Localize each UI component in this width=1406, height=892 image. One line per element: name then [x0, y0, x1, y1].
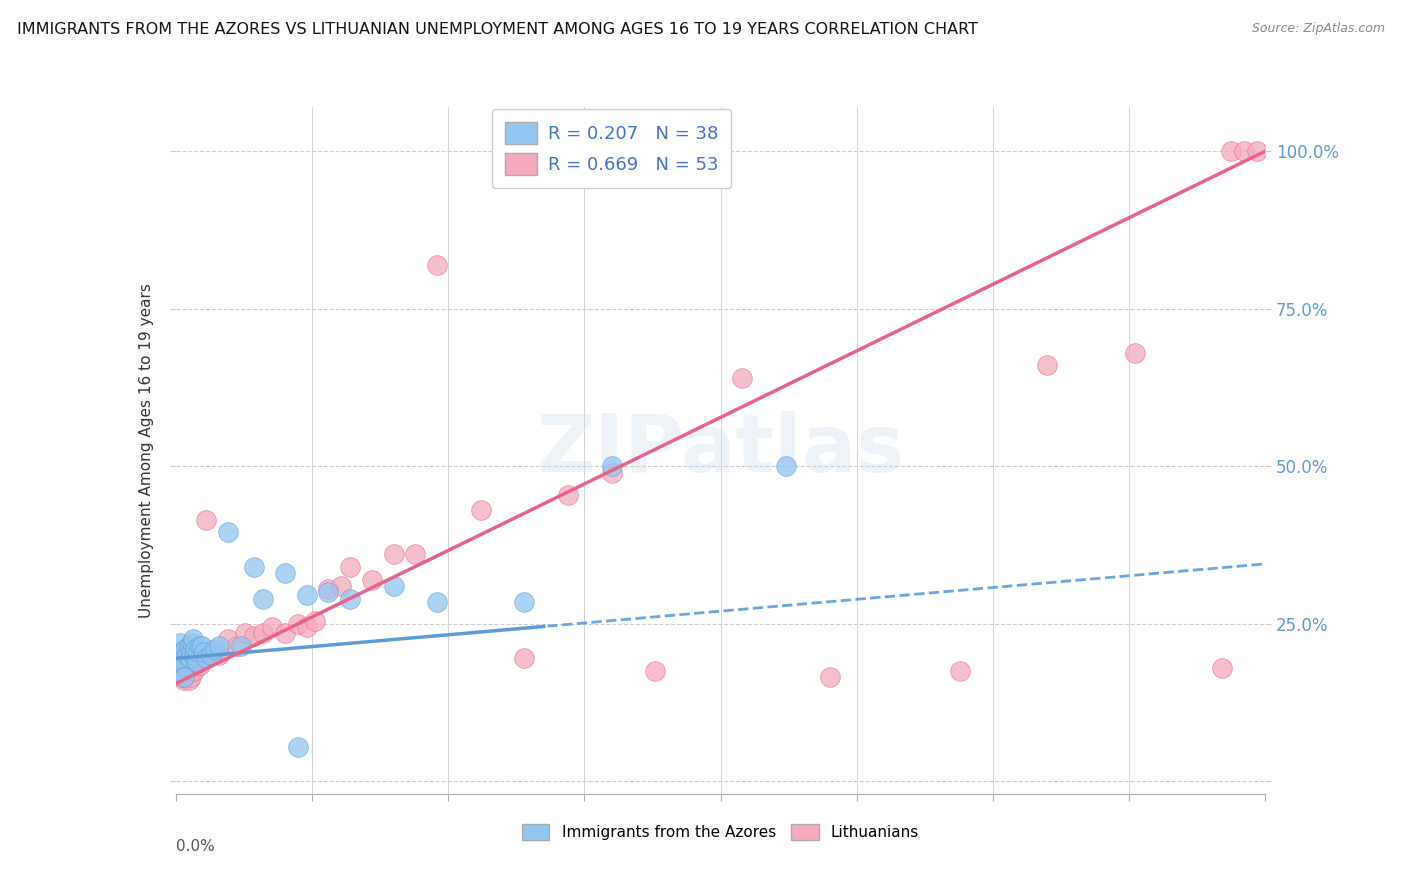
Point — [204, 645, 226, 659]
Point — [186, 655, 208, 669]
Point — [177, 673, 200, 688]
Legend: Immigrants from the Azores, Lithuanians: Immigrants from the Azores, Lithuanians — [515, 816, 927, 848]
Point — [173, 657, 195, 672]
Point — [252, 591, 274, 606]
Point — [318, 585, 340, 599]
Point — [644, 664, 666, 678]
Point — [818, 670, 841, 684]
Point — [176, 648, 198, 663]
Point — [173, 673, 195, 688]
Point — [183, 664, 205, 678]
Point — [169, 657, 191, 672]
Point — [204, 642, 226, 657]
Point — [949, 664, 972, 678]
Point — [274, 626, 297, 640]
Point — [193, 645, 215, 659]
Point — [193, 645, 215, 659]
Point — [231, 639, 253, 653]
Point — [180, 645, 202, 659]
Point — [225, 639, 247, 653]
Point — [339, 560, 361, 574]
Point — [179, 651, 201, 665]
Point — [731, 371, 754, 385]
Point — [1246, 144, 1268, 158]
Point — [186, 651, 209, 665]
Point — [274, 566, 297, 581]
Point — [1036, 359, 1059, 373]
Point — [600, 466, 623, 480]
Point — [200, 645, 222, 659]
Point — [170, 670, 193, 684]
Point — [195, 513, 218, 527]
Point — [170, 651, 193, 665]
Y-axis label: Unemployment Among Ages 16 to 19 years: Unemployment Among Ages 16 to 19 years — [139, 283, 155, 618]
Point — [217, 525, 239, 540]
Point — [1219, 144, 1241, 158]
Point — [173, 670, 195, 684]
Point — [426, 595, 449, 609]
Text: 0.0%: 0.0% — [176, 838, 215, 854]
Point — [181, 635, 204, 649]
Point — [243, 629, 266, 643]
Point — [177, 639, 200, 653]
Point — [188, 657, 211, 672]
Point — [287, 616, 309, 631]
Point — [304, 614, 326, 628]
Point — [181, 651, 204, 665]
Point — [260, 620, 283, 634]
Point — [243, 560, 266, 574]
Point — [172, 664, 194, 678]
Point — [330, 579, 353, 593]
Text: IMMIGRANTS FROM THE AZORES VS LITHUANIAN UNEMPLOYMENT AMONG AGES 16 TO 19 YEARS : IMMIGRANTS FROM THE AZORES VS LITHUANIAN… — [17, 22, 977, 37]
Point — [382, 579, 405, 593]
Point — [181, 632, 204, 647]
Point — [208, 639, 231, 653]
Point — [235, 626, 257, 640]
Point — [1232, 144, 1256, 158]
Point — [600, 459, 623, 474]
Point — [339, 591, 361, 606]
Point — [172, 645, 194, 659]
Point — [318, 582, 340, 596]
Point — [217, 632, 239, 647]
Point — [382, 548, 405, 562]
Point — [181, 664, 204, 678]
Point — [191, 639, 214, 653]
Point — [1211, 661, 1233, 675]
Text: Source: ZipAtlas.com: Source: ZipAtlas.com — [1251, 22, 1385, 36]
Point — [208, 648, 231, 663]
Point — [174, 670, 197, 684]
Point — [195, 651, 218, 665]
Point — [173, 667, 195, 681]
Point — [174, 642, 197, 657]
Point — [405, 548, 427, 562]
Point — [167, 664, 190, 678]
Point — [513, 595, 536, 609]
Text: ZIPatlas: ZIPatlas — [537, 411, 904, 490]
Point — [200, 648, 222, 663]
Point — [1123, 346, 1146, 360]
Point — [191, 651, 214, 665]
Point — [169, 635, 191, 649]
Point — [186, 645, 209, 659]
Point — [183, 648, 205, 663]
Point — [184, 657, 207, 672]
Point — [252, 626, 274, 640]
Point — [295, 620, 318, 634]
Point — [188, 639, 211, 653]
Point — [557, 487, 579, 501]
Point — [513, 651, 536, 665]
Point — [287, 739, 309, 754]
Point — [176, 664, 198, 678]
Point — [426, 258, 449, 272]
Point — [180, 670, 202, 684]
Point — [470, 503, 492, 517]
Point — [775, 459, 797, 474]
Point — [295, 588, 318, 602]
Point — [167, 664, 190, 678]
Point — [184, 642, 207, 657]
Point — [360, 573, 382, 587]
